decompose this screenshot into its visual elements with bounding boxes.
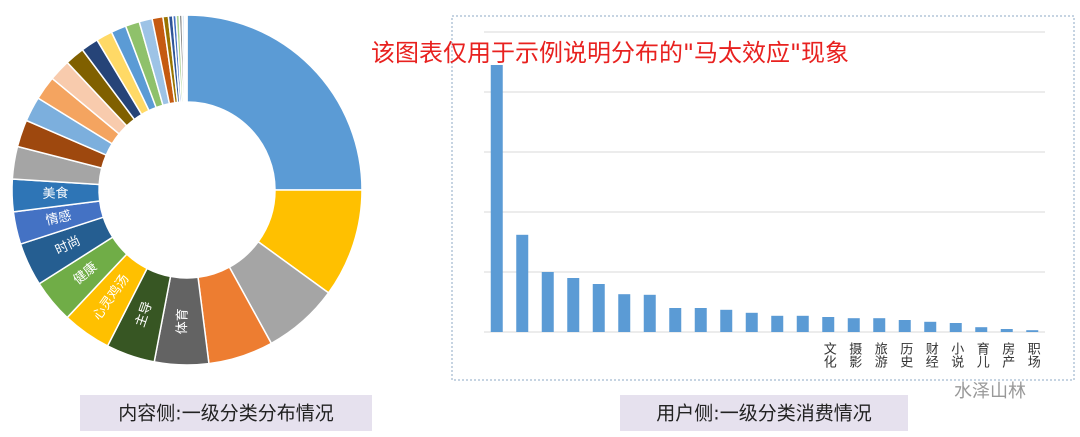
donut-slice (186, 14, 363, 191)
bar (771, 315, 784, 332)
x-tick-label: 育儿 (974, 341, 990, 369)
slice-label: 情感 (44, 208, 73, 229)
bar (949, 323, 962, 332)
bar (822, 317, 835, 332)
chart-frame (451, 15, 1075, 381)
bar (643, 294, 656, 332)
x-tick-label: 摄影 (846, 342, 862, 368)
bar (720, 309, 733, 332)
caption-box (620, 395, 908, 431)
x-tick-label: 历史 (897, 342, 913, 369)
bar (592, 284, 605, 332)
slice-label: 体育 (174, 308, 191, 335)
bar (924, 321, 937, 332)
slice-label: 美食 (42, 185, 69, 202)
bar (567, 278, 580, 332)
x-tick-label: 职场 (1025, 342, 1041, 368)
bar (745, 312, 758, 332)
annotation: 该图表仅用于示例说明分布的"马太效应"现象 (371, 39, 849, 67)
bar (490, 65, 503, 332)
caption-box (80, 395, 372, 431)
bar (1026, 330, 1039, 332)
bar (669, 308, 682, 332)
caption: 内容侧:一级分类分布情况 (118, 403, 333, 425)
bar (873, 318, 886, 332)
bar (618, 294, 631, 332)
bar (1000, 329, 1013, 332)
x-tick-label: 小说 (948, 342, 964, 369)
x-tick-label: 财经 (923, 342, 939, 368)
caption: 用户侧:一级分类消费情况 (656, 403, 871, 425)
bar (796, 315, 809, 332)
bar (541, 272, 554, 332)
x-tick-label: 房产 (999, 341, 1015, 369)
bar (694, 308, 707, 332)
bar (847, 318, 860, 332)
bar (898, 320, 911, 332)
x-tick-label: 文化 (821, 342, 837, 369)
x-tick-label: 旅游 (872, 342, 888, 368)
bar (975, 327, 988, 332)
donut-slice (185, 14, 188, 103)
watermark: 水泽山林 (954, 381, 1026, 402)
bar (516, 234, 529, 332)
